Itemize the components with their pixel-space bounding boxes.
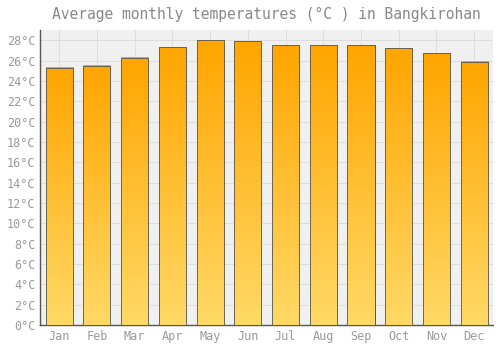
Bar	[460, 62, 488, 325]
Bar	[460, 62, 488, 325]
Bar	[121, 57, 148, 325]
Bar	[348, 46, 374, 325]
Bar	[46, 68, 73, 325]
Bar	[423, 54, 450, 325]
Bar	[196, 40, 224, 325]
Bar	[46, 68, 73, 325]
Bar	[121, 57, 148, 325]
Bar	[272, 46, 299, 325]
Bar	[423, 54, 450, 325]
Bar	[159, 47, 186, 325]
Bar	[196, 40, 224, 325]
Bar	[84, 66, 110, 325]
Bar	[234, 41, 262, 325]
Bar	[159, 47, 186, 325]
Bar	[272, 46, 299, 325]
Bar	[234, 41, 262, 325]
Bar	[84, 66, 110, 325]
Title: Average monthly temperatures (°C ) in Bangkirohan: Average monthly temperatures (°C ) in Ba…	[52, 7, 481, 22]
Bar	[385, 48, 412, 325]
Bar	[385, 48, 412, 325]
Bar	[310, 46, 337, 325]
Bar	[348, 46, 374, 325]
Bar	[310, 46, 337, 325]
